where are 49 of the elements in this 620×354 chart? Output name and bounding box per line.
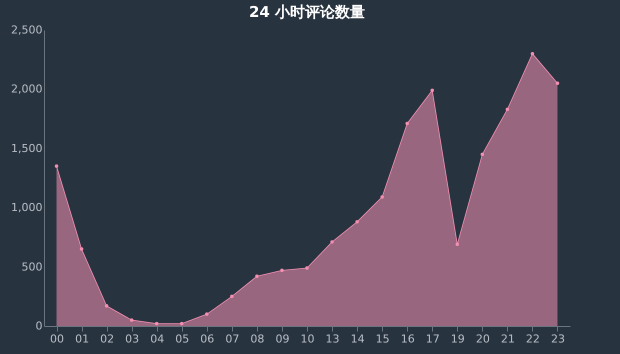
x-tick-label: 22 (526, 332, 540, 346)
point (506, 108, 510, 112)
x-tick-label: 01 (75, 332, 90, 346)
x-tick-label: 07 (225, 332, 240, 346)
x-tick-label: 21 (500, 332, 515, 346)
x-tick-label: 17 (426, 332, 440, 346)
point (456, 242, 460, 246)
y-tick-label: 2,500 (11, 24, 42, 36)
point (305, 266, 309, 270)
point (54, 164, 58, 168)
x-tick-label: 20 (476, 332, 490, 346)
point (255, 274, 259, 278)
y-tick-label: 1,500 (11, 142, 42, 155)
point (230, 294, 234, 298)
point (430, 88, 434, 92)
x-tick-label: 02 (100, 332, 114, 346)
x-tick-label: 23 (550, 332, 565, 346)
y-tick-label: 1,000 (11, 201, 42, 214)
point (405, 122, 409, 126)
x-tick-label: 08 (250, 332, 264, 346)
point (180, 322, 184, 326)
point (380, 195, 384, 199)
x-tick-label: 06 (200, 332, 214, 346)
x-tick-label: 04 (150, 332, 164, 346)
point (480, 152, 484, 156)
y-tick-label: 0 (36, 320, 42, 332)
chart-title: 24 小时评论数量 (248, 3, 366, 21)
x-tick-label: 13 (326, 332, 340, 346)
x-tick-label: 14 (350, 332, 365, 346)
x-tick-label: 00 (50, 332, 64, 346)
x-tick-label: 05 (175, 332, 190, 346)
point (330, 240, 334, 244)
point (104, 304, 108, 308)
y-tick-label: 2,000 (11, 82, 42, 96)
point (355, 220, 359, 224)
point (556, 82, 560, 86)
point (205, 312, 209, 316)
point (80, 247, 84, 251)
y-tick-label: 500 (22, 260, 42, 274)
x-tick-label: 09 (275, 332, 290, 346)
x-tick-label: 15 (376, 332, 390, 346)
x-tick-label: 19 (450, 332, 465, 346)
point (130, 318, 134, 322)
point (154, 322, 158, 326)
x-tick-label: 16 (400, 332, 415, 346)
x-tick-label: 03 (125, 332, 140, 346)
point (280, 268, 284, 272)
point (530, 52, 534, 56)
x-tick-label: 10 (300, 332, 314, 346)
